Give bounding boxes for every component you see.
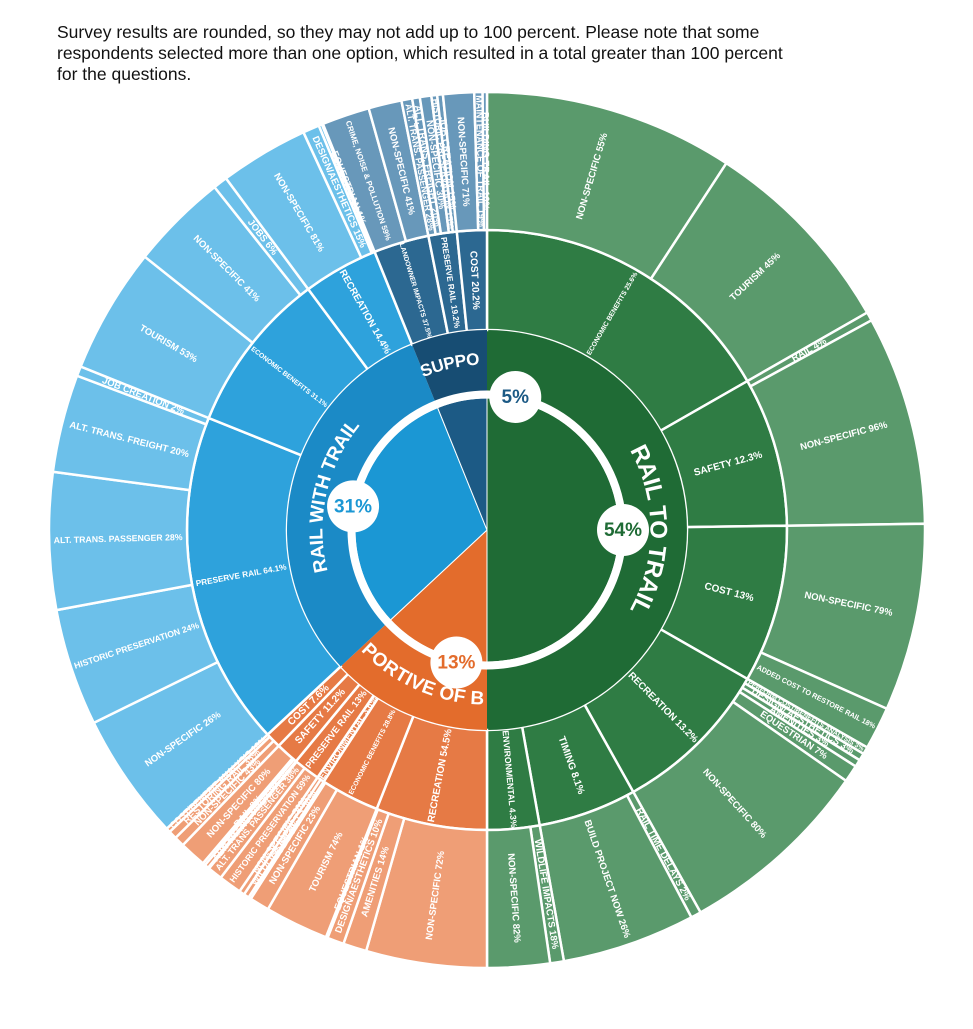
- survey-note-line: respondents selected more than one optio…: [57, 43, 783, 63]
- percentage-label: 31%: [334, 496, 372, 517]
- category-band: [487, 330, 687, 730]
- detail-label: ALT. TRANS. PASSENGER 28%: [54, 532, 183, 545]
- percentage-badge: [597, 504, 649, 556]
- category-band: [340, 624, 487, 730]
- category-band: [412, 330, 487, 402]
- percentage-label: 13%: [437, 653, 475, 674]
- detail-label: BUILDING TRAIL 10%: [479, 112, 490, 211]
- category-band: [287, 344, 435, 667]
- survey-note-line: for the questions.: [57, 64, 192, 84]
- percentage-badge: [430, 636, 483, 689]
- percentage-badge: [489, 370, 542, 423]
- percentage-label: 54%: [604, 520, 642, 541]
- survey-note-line: Survey results are rounded, so they may …: [57, 22, 760, 42]
- subcategory-label: COST 20.2%: [467, 251, 481, 310]
- sunburst-segments: [47, 90, 927, 970]
- percentage-label: 5%: [502, 387, 530, 408]
- survey-note: Survey results are rounded, so they may …: [57, 22, 917, 85]
- percentage-badge: [327, 480, 380, 533]
- detail-segment: [481, 90, 489, 232]
- detail-label: MAINTENANCE OF TRAIL 19%: [474, 95, 487, 227]
